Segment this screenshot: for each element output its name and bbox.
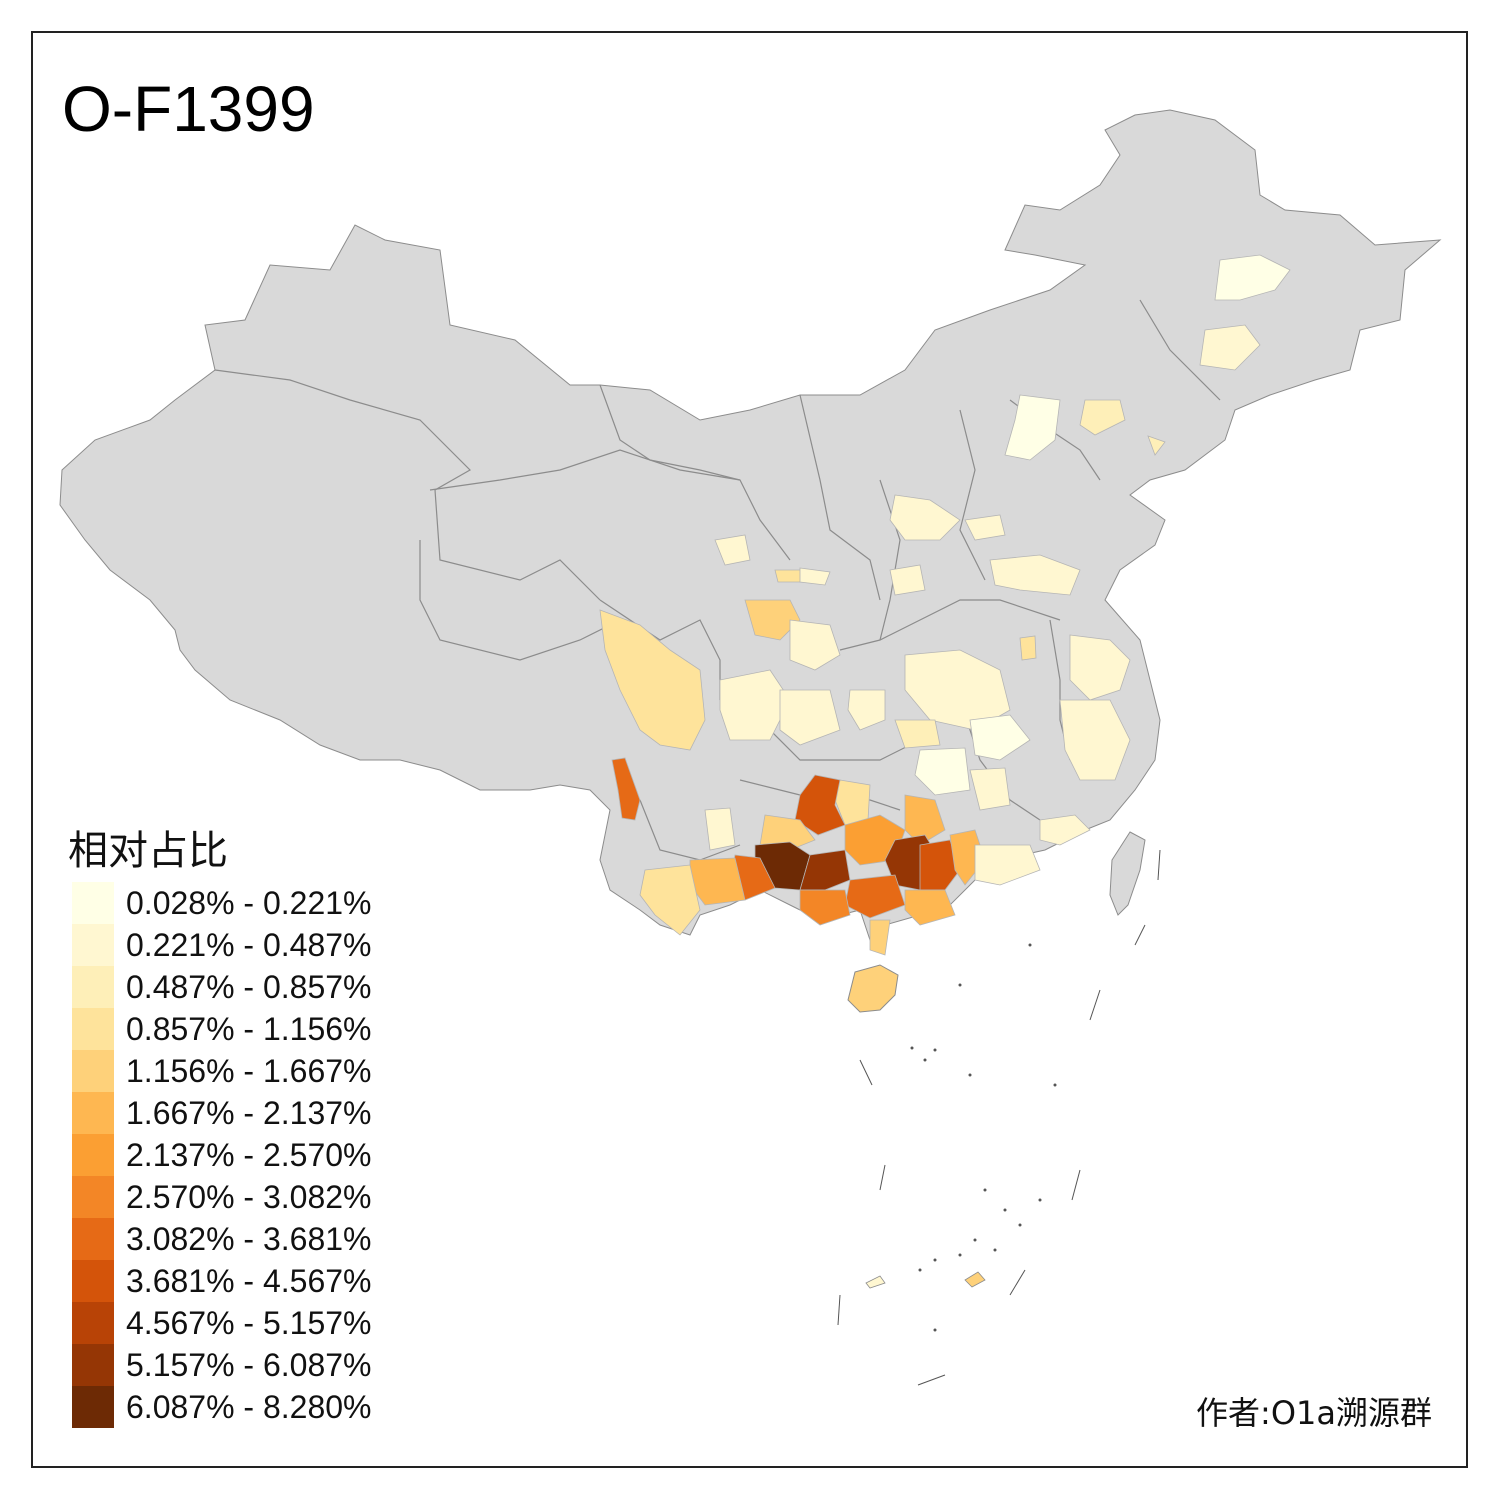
legend-label: 0.028% - 0.221% [126,885,372,921]
mainland-region [59,109,1442,941]
legend-item: 0.487% - 0.857% [72,966,402,1008]
legend-swatch [72,1134,114,1176]
legend-label: 3.082% - 3.681% [126,1221,372,1257]
legend-item: 5.157% - 6.087% [72,1344,402,1386]
map-title: O-F1399 [62,73,315,145]
legend-swatch [72,1260,114,1302]
legend-item: 0.857% - 1.156% [72,1008,402,1050]
south-sea-dots [910,943,1057,1332]
legend-item: 3.082% - 3.681% [72,1218,402,1260]
legend-swatch [72,1050,114,1092]
colored-regions [599,254,1291,956]
legend-swatch [72,924,114,966]
legend-item: 4.567% - 5.157% [72,1302,402,1344]
legend-label: 2.570% - 3.082% [126,1179,372,1215]
small-island-fill-2 [865,1275,886,1289]
legend-label: 1.667% - 2.137% [126,1095,372,1131]
legend-item: 1.667% - 2.137% [72,1092,402,1134]
legend-title: 相对占比 [68,828,228,874]
south-sea-islands [837,849,1161,1386]
legend-label: 1.156% - 1.667% [126,1053,372,1089]
legend-swatch [72,1218,114,1260]
legend-swatch [72,1386,114,1428]
taiwan-region [1109,831,1146,916]
legend-label: 3.681% - 4.567% [126,1263,372,1299]
legend-label: 0.487% - 0.857% [126,969,372,1005]
legend-label: 0.221% - 0.487% [126,927,372,963]
legend-label: 2.137% - 2.570% [126,1137,372,1173]
legend-swatch [72,966,114,1008]
small-island-fill [964,1271,986,1288]
legend-item: 2.137% - 2.570% [72,1134,402,1176]
legend-swatch [72,1176,114,1218]
legend-swatch [72,1302,114,1344]
legend-label: 0.857% - 1.156% [126,1011,372,1047]
hainan-region [847,964,899,1013]
legend-label: 5.157% - 6.087% [126,1347,372,1383]
legend-swatch [72,882,114,924]
legend-item: 0.221% - 0.487% [72,924,402,966]
legend-item: 2.570% - 3.082% [72,1176,402,1218]
legend-item: 1.156% - 1.667% [72,1050,402,1092]
author-credit: 作者:O1a溯源群 [1196,1394,1432,1432]
legend-label: 6.087% - 8.280% [126,1389,372,1425]
legend-swatch [72,1092,114,1134]
legend-item: 6.087% - 8.280% [72,1386,402,1428]
legend-item: 3.681% - 4.567% [72,1260,402,1302]
legend-label: 4.567% - 5.157% [126,1305,372,1341]
legend-swatch [72,1344,114,1386]
legend-item: 0.028% - 0.221% [72,882,402,924]
legend-swatch [72,1008,114,1050]
